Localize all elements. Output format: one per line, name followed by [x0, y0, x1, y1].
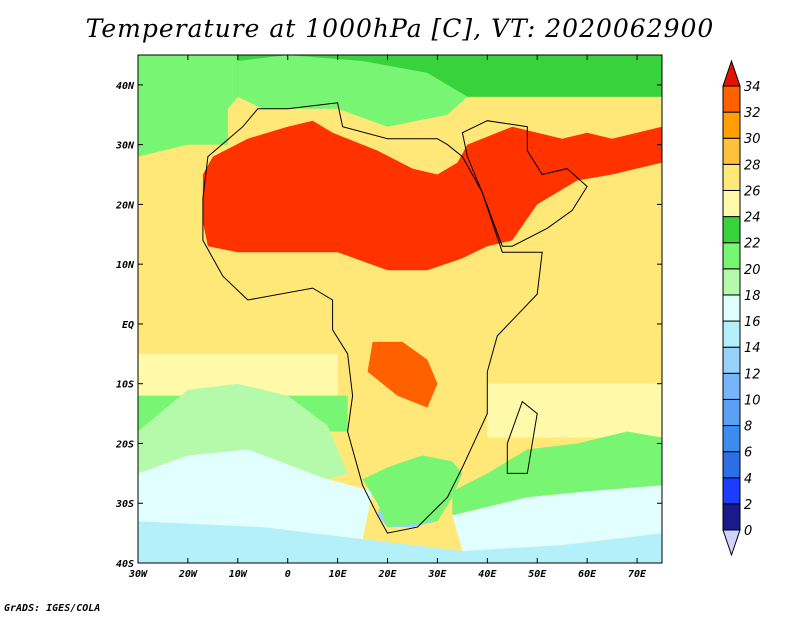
colorbar-label: 18 — [744, 289, 761, 304]
colorbar-box — [722, 451, 741, 479]
colorbar-box — [722, 268, 741, 296]
colorbar-label: 20 — [744, 263, 761, 278]
colorbar-label: 4 — [744, 472, 752, 487]
lat-tick-label: 20N — [115, 200, 135, 211]
colorbar-label: 2 — [744, 498, 752, 513]
colorbar-box — [722, 137, 741, 165]
colorbar-label: 10 — [744, 393, 761, 408]
colorbar-box — [722, 398, 741, 427]
map-title: Temperature at 1000hPa [C], VT: 20200629… — [85, 14, 715, 43]
lon-tick-label: 0 — [285, 569, 291, 580]
colorbar-label: 0 — [744, 524, 752, 539]
colorbar-label: 8 — [744, 420, 752, 435]
lon-tick-label: 40E — [478, 569, 497, 580]
coastline-arabia — [461, 120, 588, 247]
region-south-atlantic-cool — [138, 449, 373, 540]
colorbar-box — [722, 425, 741, 453]
colorbar-label: 6 — [744, 446, 752, 461]
colorbar-box — [722, 346, 741, 374]
lat-tick-label: 40N — [116, 81, 135, 92]
lon-tick-label: 10W — [229, 569, 248, 580]
colorbar-label: 22 — [744, 237, 761, 252]
lon-tick-label: 20E — [377, 569, 397, 580]
lon-tick-label: 70E — [628, 569, 647, 580]
region-eastern-sahel-hot — [202, 120, 662, 271]
colorbar-box — [722, 320, 741, 348]
lon-tick-label: 10E — [329, 569, 348, 580]
region-mediterranean-cool — [237, 55, 468, 127]
colorbar-box — [722, 216, 741, 244]
lat-tick-label: 30S — [115, 499, 134, 510]
grads-credit: GrADS: IGES/COLA — [4, 603, 101, 614]
map-frame — [137, 54, 663, 564]
lat-tick-label: EQ — [122, 320, 134, 331]
colorbar-under-triangle — [722, 529, 741, 557]
lat-tick-label: 10S — [116, 380, 134, 391]
colorbar-box — [722, 189, 741, 218]
colorbar-label: 14 — [744, 341, 761, 356]
lon-tick-label: 60E — [578, 569, 597, 580]
colorbar-box — [722, 85, 741, 113]
colorbar-label: 34 — [744, 80, 761, 95]
colorbar-label: 24 — [744, 211, 761, 226]
region-south-indian-green — [452, 431, 662, 516]
colorbar-label: 12 — [744, 367, 761, 382]
region-north-atlantic-green — [138, 55, 238, 157]
colorbar-box — [722, 477, 741, 505]
region-south-atlantic-green — [138, 383, 348, 480]
lon-tick-label: 30E — [427, 569, 447, 580]
colorbar-label: 32 — [744, 106, 761, 121]
coastline-madagascar — [506, 400, 538, 474]
lat-tick-label: 10N — [116, 260, 135, 271]
colorbar-box — [722, 294, 741, 322]
colorbar-box — [722, 503, 741, 531]
region-central-africa-hot — [367, 341, 438, 408]
region-southern-ocean-cold — [138, 521, 662, 563]
lon-tick-label: 50E — [528, 569, 547, 580]
colorbar-box — [722, 163, 741, 191]
lon-tick-label: 20W — [178, 569, 198, 580]
colorbar-box — [722, 111, 741, 139]
plot-area — [138, 55, 662, 563]
lat-tick-label: 30N — [115, 141, 135, 152]
colorbar-box — [722, 242, 741, 270]
colorbar-box — [722, 372, 741, 400]
colorbar-label: 26 — [744, 184, 761, 199]
field-band-4 — [487, 383, 662, 438]
map-axes: 30W 20W 10W 0 10E 20E 30E 40E 50E 60E 70E 40N 30N 20N… — [115, 55, 662, 580]
lat-tick-label: 40S — [116, 559, 134, 570]
region-south-indian-cool — [452, 485, 662, 551]
colorbar-label: 30 — [744, 132, 761, 147]
colorbar-label: 16 — [744, 315, 761, 330]
lon-tick-label: 30W — [128, 569, 148, 580]
lat-tick-label: 20S — [115, 439, 134, 450]
coastline-africa — [202, 102, 543, 534]
colorbar-label: 28 — [744, 158, 761, 173]
region-southern-africa-green — [362, 455, 463, 528]
colorbar-over-triangle — [722, 59, 741, 87]
